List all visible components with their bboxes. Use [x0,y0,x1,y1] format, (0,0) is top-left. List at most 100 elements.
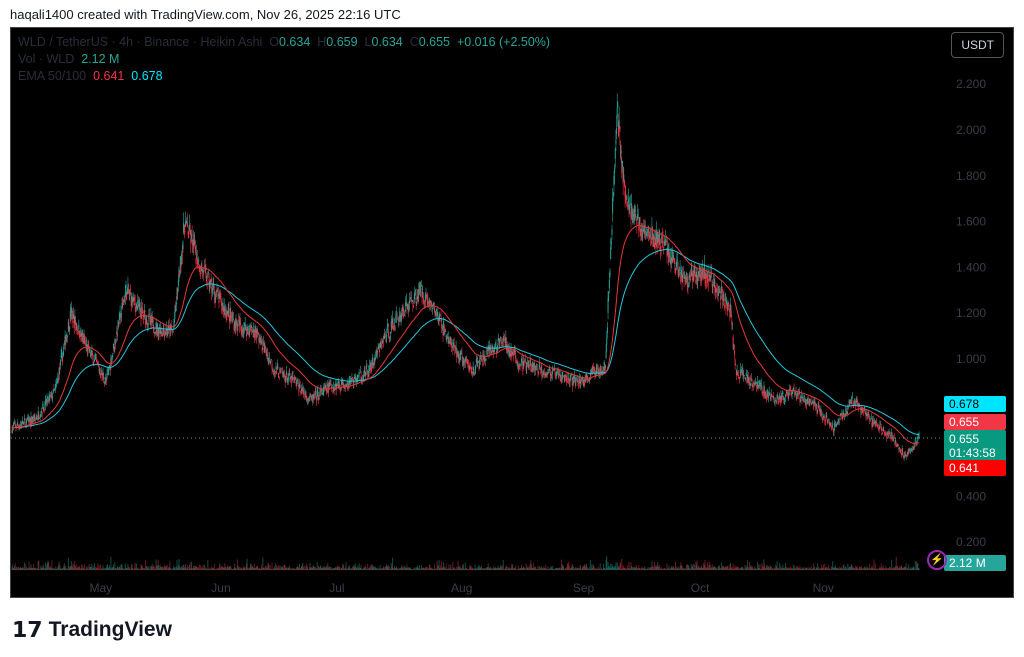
tradingview-logo[interactable]: 𝟭𝟳 TradingView [12,617,172,643]
volume-bar [849,567,851,570]
candle-body [395,315,397,323]
volume-bar [350,568,352,570]
lightning-icon[interactable]: ⚡ [927,550,947,570]
volume-bar [639,567,641,570]
candle-body [611,229,613,236]
volume-bar [755,569,757,570]
chart-panel[interactable]: 0.200 0.400 1.000 1.200 1.400 1.600 1.800 2.000… [10,27,1014,598]
volume-bar [454,568,456,570]
volume-bar [338,565,340,570]
volume-bar [412,569,414,570]
candle-body [393,327,395,329]
volume-bar [238,568,240,570]
candle-body [733,350,735,355]
candle-body [397,319,399,321]
candle-body [250,325,252,328]
volume-bar [191,568,193,570]
volume-bar [273,568,275,570]
candle-body [364,372,366,376]
volume-bar [16,567,18,570]
candle-body [253,330,255,331]
volume-bar [818,569,820,570]
candle-body [281,368,283,370]
volume-bar [496,568,498,570]
candle-body [461,353,463,355]
volume-bar [302,567,304,570]
open-value: 0.634 [279,35,311,49]
volume-bar [910,569,912,570]
volume-bar [676,568,678,570]
volume-bar [815,568,817,570]
candle-body [802,398,804,401]
candle-body [426,294,428,298]
volume-bar [692,564,694,570]
candle-body [804,399,806,403]
volume-bar [320,566,322,570]
candle-body [782,392,784,394]
candle-body [388,337,390,338]
volume-bar [688,565,690,570]
volume-bar [775,565,777,570]
candle-body [312,394,314,399]
candle-body [603,362,605,365]
candle-body [578,376,580,380]
candle-body [171,330,173,332]
volume-bar [646,569,648,570]
candle-body [720,286,722,294]
volume-bar [170,567,172,570]
volume-bar [323,568,325,570]
volume-bar [866,566,868,570]
candle-body [264,345,266,350]
volume-bar [564,569,566,570]
volume-bar [511,564,513,570]
volume-bar [462,564,464,570]
candle-body [796,396,798,400]
candle-body [338,384,340,387]
volume-bar [292,568,294,570]
candle-body [173,319,175,323]
volume-bar [578,568,580,570]
volume-bar [562,565,564,570]
volume-bar [443,562,445,570]
candle-body [95,357,97,358]
volume-bar [795,568,797,570]
volume-bar [774,568,776,570]
candle-body [151,316,153,320]
volume-bar [556,567,558,570]
volume-bar [275,568,277,570]
volume-bar [78,565,80,570]
volume-bar [598,568,600,570]
candle-body [54,387,56,389]
candle-body [219,292,221,299]
volume-bar [832,561,834,570]
candle-body [27,416,29,419]
volume-bar [391,566,393,570]
volume-label[interactable]: Vol · WLD [18,52,75,66]
candle-body [865,416,867,419]
volume-bar [568,566,570,570]
currency-button[interactable]: USDT [951,32,1004,58]
volume-bar [145,566,147,570]
candle-body [504,343,506,348]
candle-body [323,387,325,389]
volume-bar [798,568,800,570]
volume-bar [689,568,691,570]
candle-body [73,321,75,329]
volume-bar [785,563,787,570]
ema-label[interactable]: EMA 50/100 [18,69,87,83]
candle-body [693,276,695,280]
close-value: 0.655 [418,35,450,49]
volume-bar [289,565,291,570]
candle-body [249,327,251,331]
volume-bar [819,568,821,570]
candle-body [276,365,278,370]
candle-body [458,355,460,357]
volume-bar [533,568,535,570]
candle-body [904,453,906,456]
price-chart[interactable]: 0.2000.4001.0001.2001.4001.6001.8002.000… [11,28,1013,597]
candle-body [201,268,203,272]
volume-bar [42,566,44,570]
candle-body [765,395,767,397]
symbol-info[interactable]: WLD / TetherUS · 4h · Binance · Heikin A… [18,35,263,49]
candle-body [183,226,185,231]
